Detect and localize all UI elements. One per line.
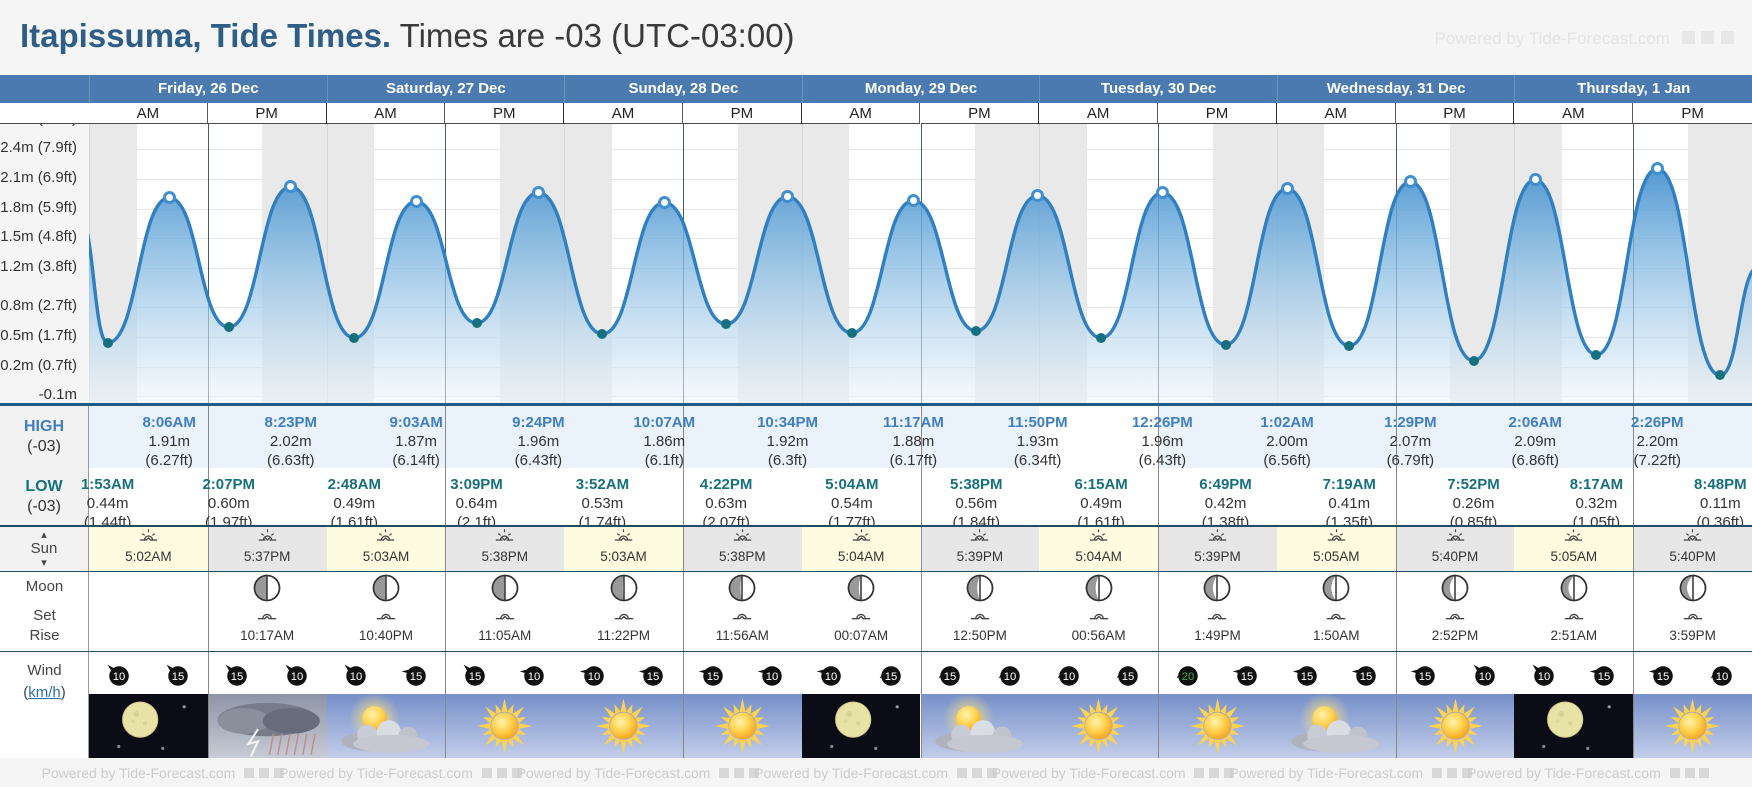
svg-text:15: 15: [1122, 670, 1135, 682]
svg-text:15: 15: [885, 670, 898, 682]
svg-text:10: 10: [1063, 670, 1076, 682]
svg-text:15: 15: [409, 670, 422, 682]
svg-text:15: 15: [1300, 670, 1313, 682]
svg-text:10: 10: [1538, 670, 1551, 682]
svg-text:15: 15: [1657, 670, 1670, 682]
svg-text:10: 10: [1716, 670, 1729, 682]
svg-text:10: 10: [1003, 670, 1016, 682]
svg-text:15: 15: [647, 670, 660, 682]
svg-text:15: 15: [1419, 670, 1432, 682]
svg-text:15: 15: [231, 670, 244, 682]
svg-text:10: 10: [766, 670, 779, 682]
svg-text:15: 15: [944, 670, 957, 682]
svg-text:10: 10: [588, 670, 601, 682]
svg-text:10: 10: [291, 670, 304, 682]
svg-text:15: 15: [706, 670, 719, 682]
svg-text:10: 10: [528, 670, 541, 682]
svg-text:20: 20: [1182, 670, 1195, 682]
svg-text:10: 10: [825, 670, 838, 682]
svg-text:10: 10: [1478, 670, 1491, 682]
svg-text:15: 15: [469, 670, 482, 682]
svg-text:10: 10: [112, 670, 125, 682]
svg-text:10: 10: [350, 670, 363, 682]
svg-text:15: 15: [1241, 670, 1254, 682]
svg-text:15: 15: [1597, 670, 1610, 682]
svg-text:15: 15: [172, 670, 185, 682]
svg-text:15: 15: [1360, 670, 1373, 682]
